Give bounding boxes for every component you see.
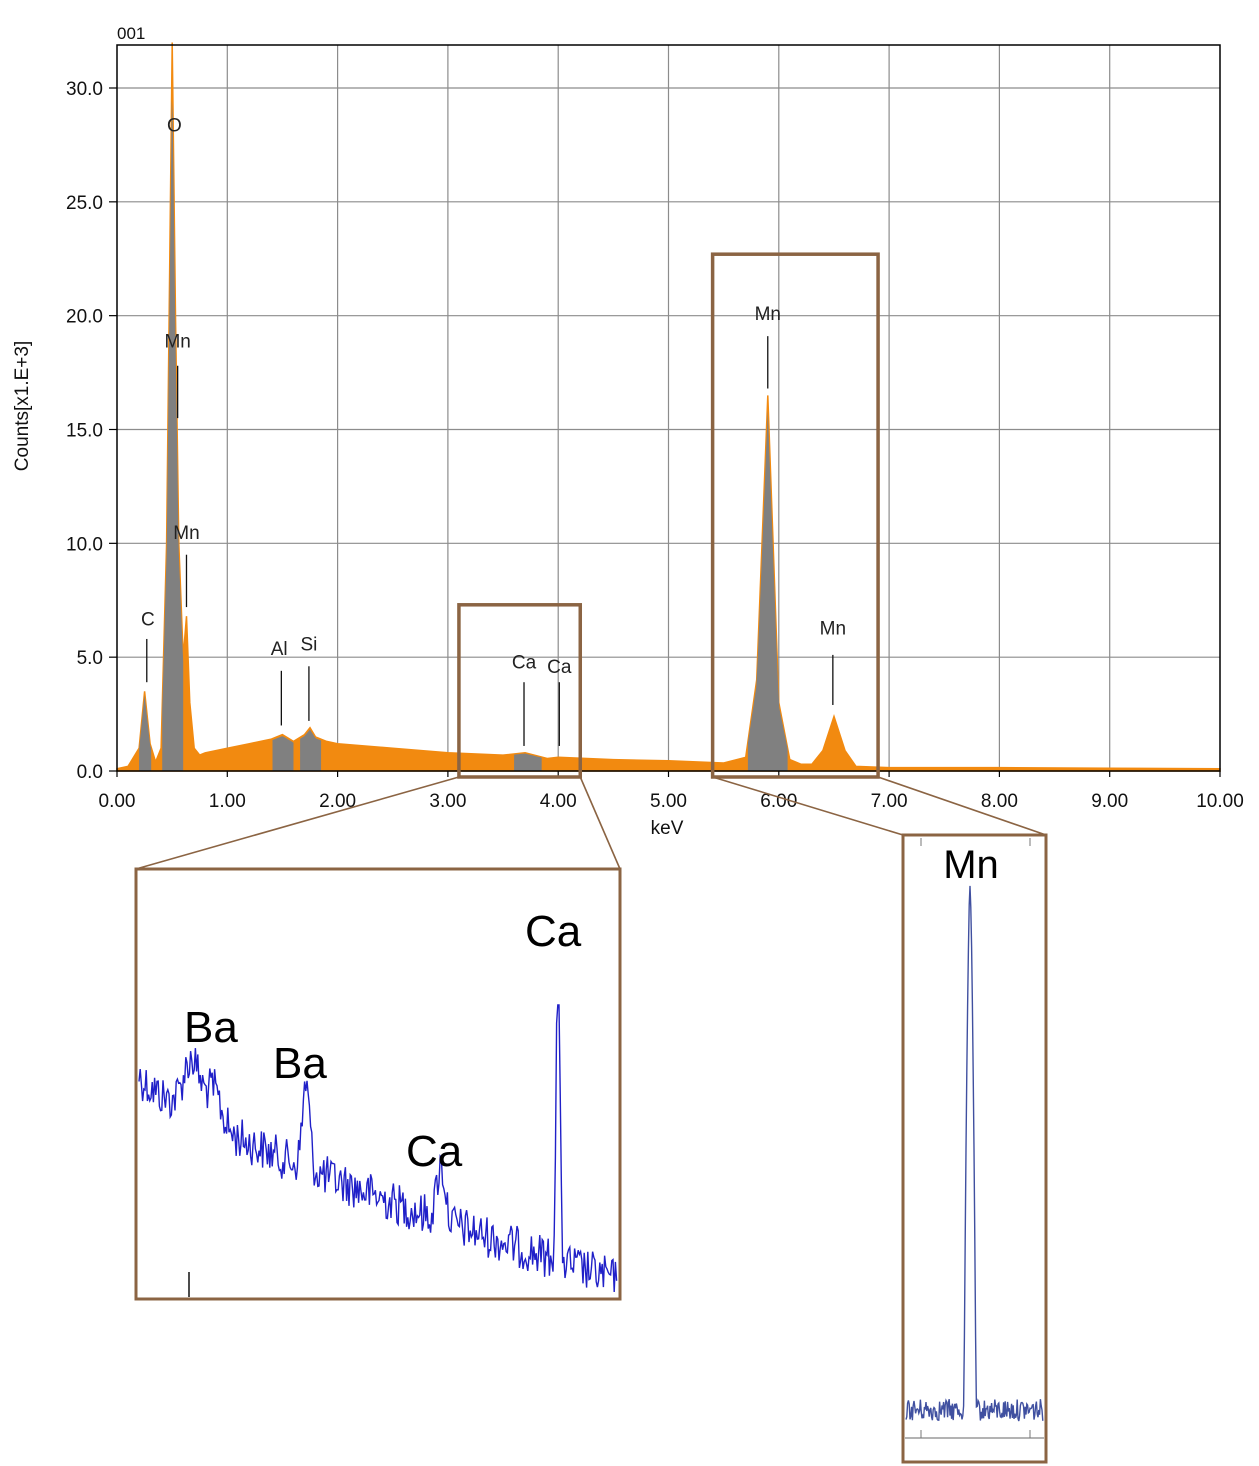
y-tick-label: 25.0 bbox=[66, 193, 103, 214]
fitted-peak bbox=[162, 99, 184, 771]
peak-label: Mn bbox=[164, 332, 190, 353]
peak-label: Ca bbox=[512, 653, 537, 674]
main-spectrum-chart: 0.00 1.00 2.00 3.00 4.00 5.00 6.00 7.00 8.00 9.00… bbox=[12, 24, 1244, 839]
x-axis-ticks: 0.00 1.00 2.00 3.00 4.00 5.00 6.00 7.00 8.00 9.00… bbox=[99, 771, 1244, 812]
inset-ba-ca-trace bbox=[138, 1004, 618, 1293]
y-axis-ticks: 0.0 5.0 10.0 15.0 20.0 25.0 30.0 bbox=[66, 79, 117, 783]
zoom-connector bbox=[135, 776, 460, 870]
fitted-peak bbox=[272, 736, 294, 771]
peak-label: O bbox=[167, 115, 182, 136]
x-tick-label: 9.00 bbox=[1091, 791, 1128, 812]
x-tick-label: 1.00 bbox=[209, 791, 246, 812]
peak-label: Ca bbox=[547, 657, 572, 678]
zoom-highlights bbox=[135, 252, 1047, 870]
inset-label-ca-2: Ca bbox=[525, 907, 582, 956]
inset-label-ba-2: Ba bbox=[273, 1039, 327, 1088]
peak-label: Mn bbox=[755, 304, 781, 325]
inset-label-ba-1: Ba bbox=[184, 1003, 238, 1052]
y-tick-label: 30.0 bbox=[66, 79, 103, 100]
y-tick-label: 15.0 bbox=[66, 421, 103, 442]
inset-mn-trace bbox=[905, 885, 1044, 1422]
fitted-peak bbox=[747, 410, 788, 771]
fitted-peak bbox=[139, 694, 152, 771]
fitted-peak bbox=[514, 753, 542, 771]
spectrum-area bbox=[116, 42, 1221, 772]
peak-labels: O C Mn Mn Al Si Ca Ca Mn Mn bbox=[141, 115, 846, 746]
y-tick-label: 20.0 bbox=[66, 307, 103, 328]
zoom-connector bbox=[877, 776, 1047, 836]
inset-label-mn: Mn bbox=[943, 843, 999, 887]
peak-label: Mn bbox=[173, 523, 199, 544]
zoom-connector bbox=[579, 776, 621, 870]
x-tick-label: 10.00 bbox=[1196, 791, 1244, 812]
grid-lines bbox=[117, 45, 1220, 771]
x-tick-label: 2.00 bbox=[319, 791, 356, 812]
y-axis-label: Counts[x1.E+3] bbox=[12, 341, 33, 471]
zoom-box-2 bbox=[710, 252, 880, 779]
x-tick-label: 5.00 bbox=[650, 791, 687, 812]
x-axis-label: keV bbox=[651, 818, 684, 839]
peak-label: Si bbox=[300, 634, 317, 655]
peak-label: Al bbox=[271, 639, 288, 660]
inset-mn: Mn bbox=[901, 833, 1048, 1464]
y-tick-label: 5.0 bbox=[77, 648, 103, 669]
x-tick-label: 4.00 bbox=[540, 791, 577, 812]
zoom-box-1 bbox=[457, 603, 583, 779]
x-tick-label: 7.00 bbox=[871, 791, 908, 812]
fitted-peak bbox=[300, 729, 322, 771]
x-tick-label: 3.00 bbox=[429, 791, 466, 812]
spectrum-fill bbox=[116, 42, 1221, 772]
y-tick-label: 10.0 bbox=[66, 534, 103, 555]
y-tick-label: 0.0 bbox=[77, 762, 103, 783]
chart-title: 001 bbox=[117, 24, 145, 43]
peak-label: C bbox=[141, 609, 155, 630]
x-tick-label: 6.00 bbox=[760, 791, 797, 812]
peak-label: Mn bbox=[820, 618, 846, 639]
inset-label-ca-1: Ca bbox=[406, 1127, 463, 1176]
zoom-connector bbox=[712, 776, 904, 836]
x-tick-label: 0.00 bbox=[99, 791, 136, 812]
x-tick-label: 8.00 bbox=[981, 791, 1018, 812]
inset-ba-ca: Ba Ba Ca Ca bbox=[134, 867, 622, 1301]
